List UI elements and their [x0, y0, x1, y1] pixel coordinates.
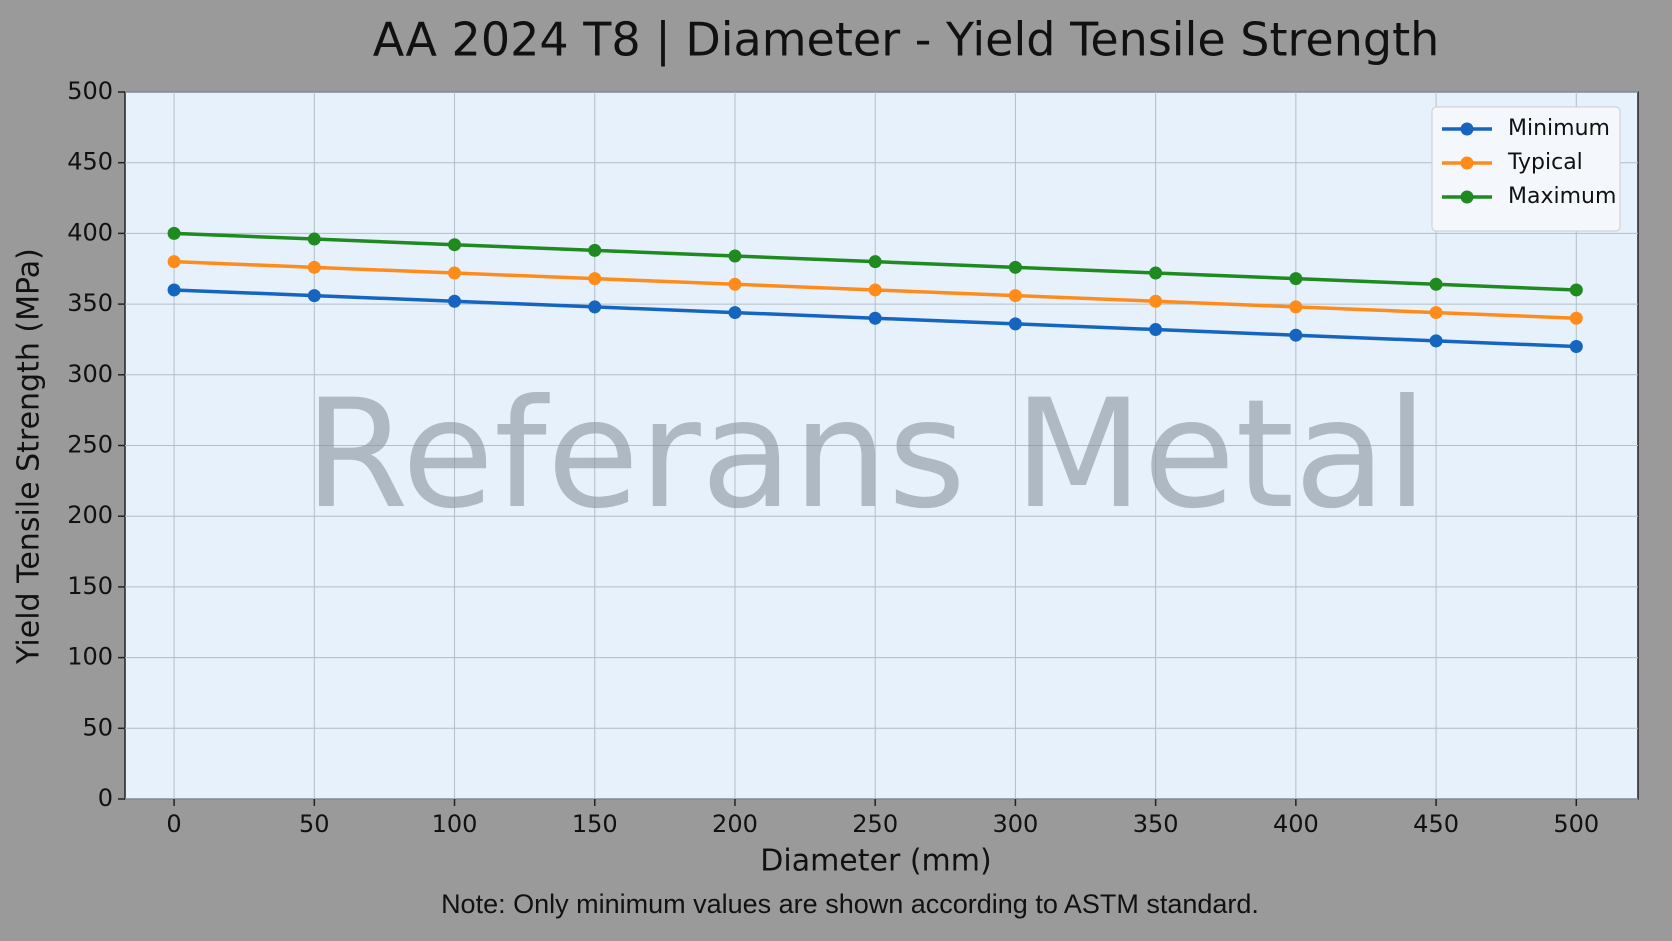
- data-point: [1429, 277, 1443, 291]
- data-point: [1429, 334, 1443, 348]
- data-point: [448, 294, 462, 308]
- x-tick-label: 250: [852, 810, 898, 838]
- y-tick-label: 150: [67, 572, 113, 600]
- data-point: [1008, 260, 1022, 274]
- x-axis-label: Diameter (mm): [760, 844, 991, 879]
- y-tick-label: 50: [82, 713, 113, 741]
- x-tick-label: 200: [712, 810, 758, 838]
- data-point: [588, 243, 602, 257]
- data-point: [448, 238, 462, 252]
- x-tick-label: 300: [993, 810, 1039, 838]
- x-tick-label: 50: [299, 810, 330, 838]
- legend-label: Minimum: [1508, 116, 1610, 141]
- data-point: [1569, 283, 1583, 297]
- data-point: [588, 300, 602, 314]
- y-tick-label: 450: [67, 148, 113, 176]
- data-point: [1429, 306, 1443, 320]
- legend-box: [1431, 106, 1621, 232]
- data-point: [1008, 317, 1022, 331]
- data-point: [448, 266, 462, 280]
- data-point: [1149, 294, 1163, 308]
- legend-marker: [1460, 122, 1474, 136]
- data-point: [307, 260, 321, 274]
- y-tick-label: 400: [67, 218, 113, 246]
- y-tick-label: 200: [67, 501, 113, 529]
- x-tick-label: 150: [572, 810, 618, 838]
- data-point: [167, 226, 181, 240]
- x-tick-label: 0: [166, 810, 181, 838]
- data-point: [1289, 272, 1303, 286]
- data-point: [728, 249, 742, 263]
- legend-marker: [1460, 156, 1474, 170]
- data-point: [1289, 328, 1303, 342]
- data-point: [1149, 323, 1163, 337]
- chart-title: AA 2024 T8 | Diameter - Yield Tensile St…: [373, 13, 1440, 68]
- x-tick-label: 400: [1273, 810, 1319, 838]
- x-tick-label: 100: [432, 810, 478, 838]
- data-point: [1289, 300, 1303, 314]
- data-point: [1008, 289, 1022, 303]
- data-point: [1149, 266, 1163, 280]
- x-tick-label: 450: [1413, 810, 1459, 838]
- data-point: [868, 255, 882, 269]
- watermark: Referans Metal: [304, 368, 1427, 542]
- x-tick-label: 350: [1133, 810, 1179, 838]
- y-tick-label: 0: [98, 784, 113, 812]
- y-tick-label: 300: [67, 360, 113, 388]
- y-tick-label: 250: [67, 431, 113, 459]
- data-point: [728, 277, 742, 291]
- legend-label: Typical: [1507, 150, 1583, 175]
- data-point: [167, 255, 181, 269]
- y-tick-label: 500: [67, 77, 113, 105]
- data-point: [588, 272, 602, 286]
- x-tick-label: 500: [1553, 810, 1599, 838]
- y-tick-label: 100: [67, 643, 113, 671]
- note: Note: Only minimum values are shown acco…: [441, 889, 1259, 919]
- legend-label: Maximum: [1508, 184, 1616, 209]
- data-point: [868, 311, 882, 325]
- data-point: [868, 283, 882, 297]
- data-point: [307, 232, 321, 246]
- y-axis-label: Yield Tensile Strength (MPa): [12, 248, 47, 665]
- data-point: [1569, 311, 1583, 325]
- data-point: [307, 289, 321, 303]
- y-tick-label: 350: [67, 289, 113, 317]
- data-point: [1569, 340, 1583, 354]
- data-point: [167, 283, 181, 297]
- data-point: [728, 306, 742, 320]
- legend-marker: [1460, 190, 1474, 204]
